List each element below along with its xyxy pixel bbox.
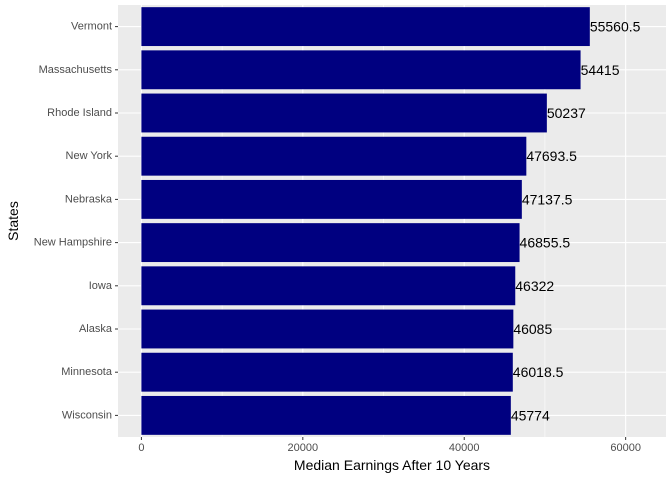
- data-label: 46018.5: [513, 364, 564, 380]
- bar: [141, 136, 527, 176]
- data-label: 55560.5: [590, 19, 641, 35]
- data-labels: 55560.5 54415 50237 47693.5 47137.5 46855.5 46…: [511, 19, 641, 424]
- bar: [141, 50, 581, 90]
- y-tick-label: Minnesota: [61, 366, 113, 378]
- x-tick-label: 20000: [288, 442, 319, 454]
- bar: [141, 266, 516, 306]
- x-tick-label: 0: [138, 442, 144, 454]
- x-tick-label: 60000: [610, 442, 641, 454]
- bars: [141, 7, 590, 435]
- y-tick-label: Iowa: [89, 280, 113, 292]
- y-axis: Vermont Massachusetts Rhode Island New York…: [34, 21, 118, 421]
- data-label: 50237: [547, 105, 586, 121]
- y-axis-title: States: [5, 201, 21, 241]
- x-tick-label: 40000: [449, 442, 480, 454]
- bar: [141, 7, 590, 47]
- data-label: 47137.5: [522, 191, 573, 207]
- data-label: 46085: [513, 321, 552, 337]
- data-label: 54415: [581, 62, 620, 78]
- bar: [141, 223, 520, 263]
- y-tick-label: New Hampshire: [34, 237, 112, 249]
- y-tick-label: Alaska: [79, 323, 113, 335]
- y-tick-label: Nebraska: [65, 193, 113, 205]
- bar: [141, 309, 514, 349]
- y-tick-label: Rhode Island: [47, 107, 112, 119]
- y-tick-label: New York: [66, 150, 113, 162]
- y-tick-label: Wisconsin: [62, 409, 112, 421]
- bar: [141, 179, 522, 219]
- data-label: 47693.5: [526, 148, 577, 164]
- bar: [141, 352, 513, 392]
- bar: [141, 93, 547, 133]
- x-axis: 0 20000 40000 60000: [138, 437, 641, 454]
- data-label: 46855.5: [520, 235, 571, 251]
- y-tick-label: Massachusetts: [39, 64, 113, 76]
- y-tick-label: Vermont: [71, 21, 112, 33]
- data-label: 46322: [515, 278, 554, 294]
- bar: [141, 395, 511, 435]
- x-axis-title: Median Earnings After 10 Years: [294, 457, 490, 473]
- data-label: 45774: [511, 407, 550, 423]
